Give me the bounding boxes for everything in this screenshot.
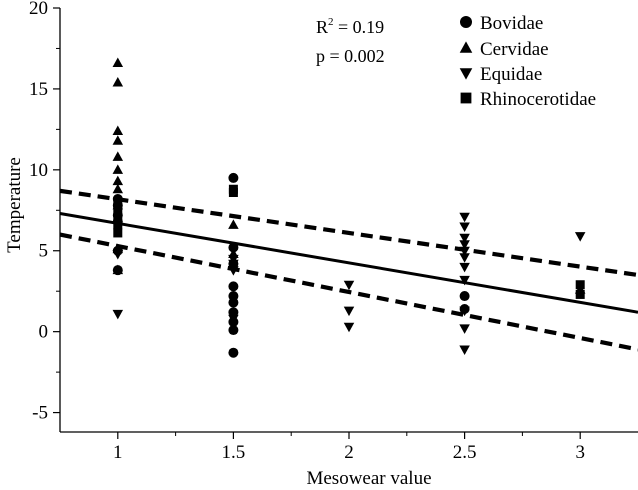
confidence-lower-line — [59, 232, 638, 352]
cervidae-point — [112, 76, 124, 87]
x-tick-label: 1.5 — [222, 442, 246, 463]
cervidae-point — [112, 183, 124, 194]
x-tick-label: 2.5 — [453, 442, 477, 463]
r-squared-value: 0.19 — [353, 17, 385, 37]
rhinocerotidae-point — [228, 187, 238, 197]
cervidae-point — [228, 219, 239, 229]
ticks: 1 1.5 2 2.5 3 -5 0 5 10 15 20 — [29, 0, 585, 463]
legend-label-cervidae: Cervidae — [480, 39, 549, 60]
legend-label-rhinocerotidae: Rhinocerotidae — [480, 89, 596, 110]
equidae-point — [112, 309, 124, 320]
equidae-point — [459, 246, 470, 257]
x-axis-label: Mesowear value — [306, 468, 431, 489]
legend-marker-cervidae — [459, 41, 473, 53]
equidae-point — [459, 253, 470, 263]
legend-label-equidae: Equidae — [480, 64, 542, 85]
fit-lines — [59, 188, 638, 352]
cervidae-point — [112, 264, 124, 275]
equidae-point — [228, 266, 239, 276]
cervidae-point — [112, 125, 124, 135]
equidae-point — [459, 212, 470, 223]
equidae-point — [574, 232, 586, 242]
x-tick-label: 2 — [344, 442, 354, 463]
bovidae-point — [228, 325, 239, 336]
cervidae-point — [112, 135, 124, 145]
equidae-point — [228, 314, 239, 325]
legend-label-bovidae: Bovidae — [480, 13, 543, 34]
equidae-point — [459, 222, 470, 232]
equidae-point — [459, 275, 470, 286]
equidae-point — [343, 306, 355, 317]
x-tick-label: 3 — [575, 442, 585, 463]
rhinocerotidae-point — [113, 228, 123, 238]
equidae-point — [112, 249, 124, 260]
regression-line — [59, 212, 638, 314]
y-tick-label: 20 — [29, 0, 48, 19]
cervidae-point — [112, 57, 124, 68]
cervidae-point — [112, 175, 124, 186]
axes — [59, 8, 638, 433]
cervidae-point — [112, 151, 124, 161]
bovidae-point — [228, 297, 239, 308]
y-tick-label: 0 — [39, 322, 49, 343]
confidence-upper-line — [59, 188, 638, 278]
r-squared-text: R2 = 0.19 — [316, 16, 384, 37]
rhinocerotidae-point — [113, 220, 123, 230]
y-tick-label: -5 — [32, 403, 48, 424]
equidae-point — [459, 324, 470, 334]
stats-annotation: R2 = 0.19 p = 0.002 — [316, 16, 385, 66]
equidae-point — [228, 254, 239, 265]
data-points — [112, 57, 586, 358]
legend-marker-equidae — [459, 68, 473, 80]
equidae-point — [343, 280, 355, 291]
bovidae-point — [228, 172, 239, 183]
p-value-text: p = 0.002 — [316, 46, 385, 66]
equidae-point — [459, 240, 470, 250]
equidae-point — [459, 262, 470, 273]
bovidae-point — [459, 291, 470, 302]
bovidae-point — [228, 281, 239, 292]
equidae-point — [459, 306, 470, 317]
legend-marker-bovidae — [460, 16, 472, 28]
rhinocerotidae-point — [575, 289, 585, 299]
cervidae-point — [112, 164, 124, 174]
bovidae-point — [228, 347, 239, 358]
legend-marker-rhinocerotidae — [460, 92, 472, 104]
equidae-point — [228, 259, 239, 270]
equidae-point — [343, 322, 355, 333]
y-axis-label: Temperature — [4, 157, 25, 253]
legend: Bovidae Cervidae Equidae Rhinocerotidae — [459, 13, 596, 110]
y-tick-label: 5 — [39, 241, 49, 262]
equidae-point — [459, 233, 470, 244]
equidae-point — [459, 345, 470, 355]
rhinocerotidae-point — [113, 205, 123, 215]
rhinocerotidae-point — [113, 197, 123, 207]
x-tick-label: 1 — [113, 442, 123, 463]
bovidae-point — [228, 242, 239, 253]
rhinocerotidae-point — [575, 280, 585, 290]
y-tick-label: 15 — [29, 79, 48, 100]
y-tick-label: 10 — [29, 160, 48, 181]
